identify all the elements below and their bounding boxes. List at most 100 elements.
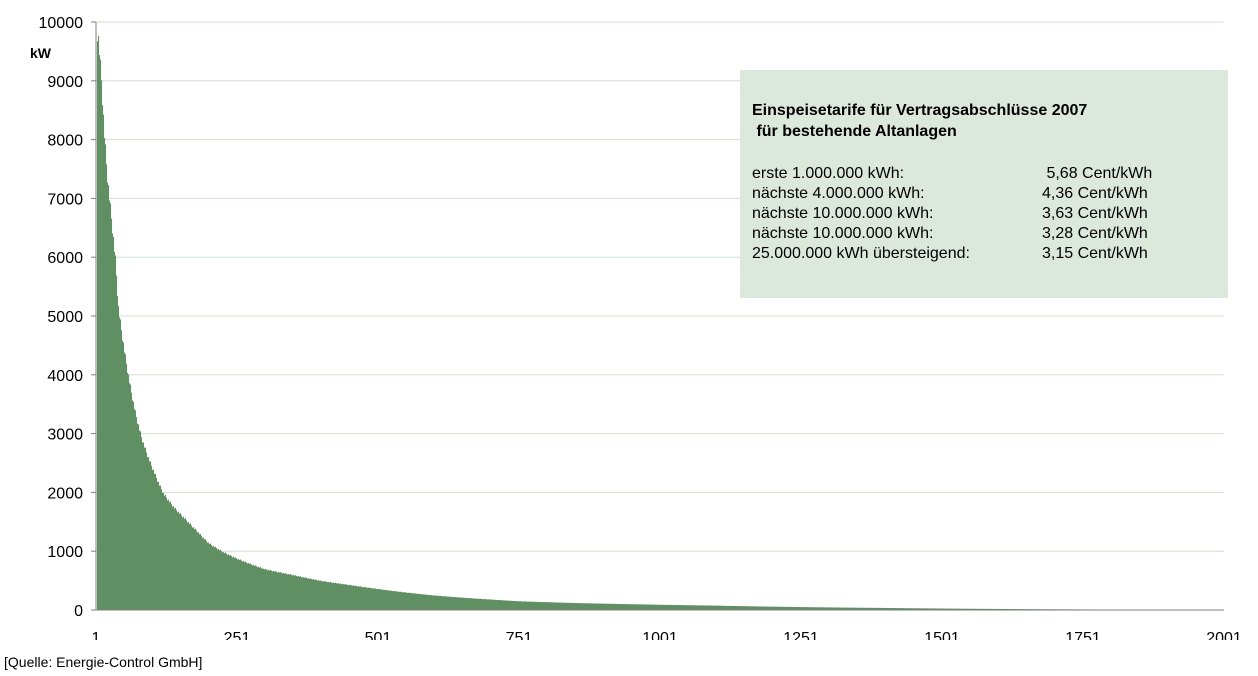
bar xyxy=(385,589,387,610)
bar xyxy=(459,597,461,610)
bar xyxy=(101,80,103,610)
bar xyxy=(892,608,894,610)
bar xyxy=(785,606,787,610)
source-note: [Quelle: Energie-Control GmbH] xyxy=(4,654,203,670)
bar xyxy=(523,601,525,610)
bar xyxy=(403,592,405,610)
bar xyxy=(674,605,676,610)
bar xyxy=(526,601,528,610)
bar xyxy=(303,577,305,610)
bar xyxy=(955,608,957,610)
bar xyxy=(338,583,340,610)
bar xyxy=(663,604,665,610)
bar xyxy=(301,576,303,610)
bar xyxy=(123,342,125,610)
tariff-row-value: 5,68 Cent/kWh xyxy=(1042,165,1153,182)
bar xyxy=(266,569,268,610)
bar xyxy=(865,607,867,610)
bar xyxy=(318,580,320,610)
bar xyxy=(382,589,384,610)
bar xyxy=(557,602,559,610)
bar xyxy=(272,571,274,610)
bar xyxy=(204,539,206,610)
bar xyxy=(498,599,500,610)
bar xyxy=(1002,608,1004,610)
bar xyxy=(697,605,699,610)
bar xyxy=(483,599,485,610)
bar xyxy=(179,513,181,610)
bar xyxy=(722,605,724,610)
bar xyxy=(956,608,958,610)
bar xyxy=(678,605,680,610)
bar xyxy=(634,604,636,610)
bar xyxy=(334,583,336,610)
bar xyxy=(419,594,421,610)
bar xyxy=(608,603,610,610)
bar xyxy=(331,582,333,610)
bar xyxy=(670,604,672,610)
bar xyxy=(424,594,426,610)
bar xyxy=(333,582,335,610)
bar xyxy=(590,603,592,610)
bar xyxy=(578,603,580,610)
bar xyxy=(198,532,200,610)
bar xyxy=(471,598,473,610)
bar xyxy=(845,607,847,610)
bar xyxy=(407,592,409,610)
bar xyxy=(991,608,993,610)
bar xyxy=(469,598,471,610)
tariff-row: nächste 10.000.000 kWh: 3,28 Cent/kWh xyxy=(752,224,1218,244)
bar xyxy=(654,604,656,610)
bar xyxy=(802,607,804,610)
bar xyxy=(208,542,210,610)
bar xyxy=(945,608,947,610)
bar xyxy=(979,608,981,610)
bar xyxy=(941,608,943,610)
bar xyxy=(581,603,583,610)
bar xyxy=(563,602,565,610)
bar xyxy=(930,608,932,610)
bar xyxy=(756,606,758,610)
bar xyxy=(683,605,685,610)
bar xyxy=(594,603,596,610)
bar xyxy=(260,567,262,610)
bar xyxy=(218,548,220,610)
bar xyxy=(309,578,311,610)
bar xyxy=(283,572,285,610)
bar xyxy=(366,587,368,610)
bar xyxy=(358,586,360,610)
bar xyxy=(761,606,763,610)
bar xyxy=(421,594,423,610)
bar xyxy=(558,602,560,610)
bar xyxy=(800,607,802,610)
bar xyxy=(569,602,571,610)
bar xyxy=(155,473,157,610)
bar xyxy=(240,559,242,610)
bar xyxy=(852,607,854,610)
bar xyxy=(976,608,978,610)
bar xyxy=(384,590,386,610)
bar xyxy=(242,561,244,610)
bar xyxy=(566,602,568,610)
bar xyxy=(500,600,502,610)
bar xyxy=(743,606,745,610)
bar xyxy=(211,544,213,610)
bar xyxy=(308,578,310,610)
bar xyxy=(512,601,514,610)
bar xyxy=(616,603,618,610)
bar xyxy=(391,590,393,610)
bar xyxy=(329,582,331,610)
bar xyxy=(989,608,991,610)
bar xyxy=(496,599,498,610)
bar xyxy=(284,573,286,610)
bar xyxy=(449,596,451,610)
bar xyxy=(317,580,319,610)
bar xyxy=(216,548,218,610)
bar xyxy=(890,608,892,610)
bar xyxy=(232,557,234,610)
bar xyxy=(286,573,288,610)
bar xyxy=(959,608,961,610)
bar xyxy=(621,604,623,610)
tariff-row: nächste 10.000.000 kWh: 3,63 Cent/kWh xyxy=(752,204,1218,224)
bar xyxy=(696,605,698,610)
